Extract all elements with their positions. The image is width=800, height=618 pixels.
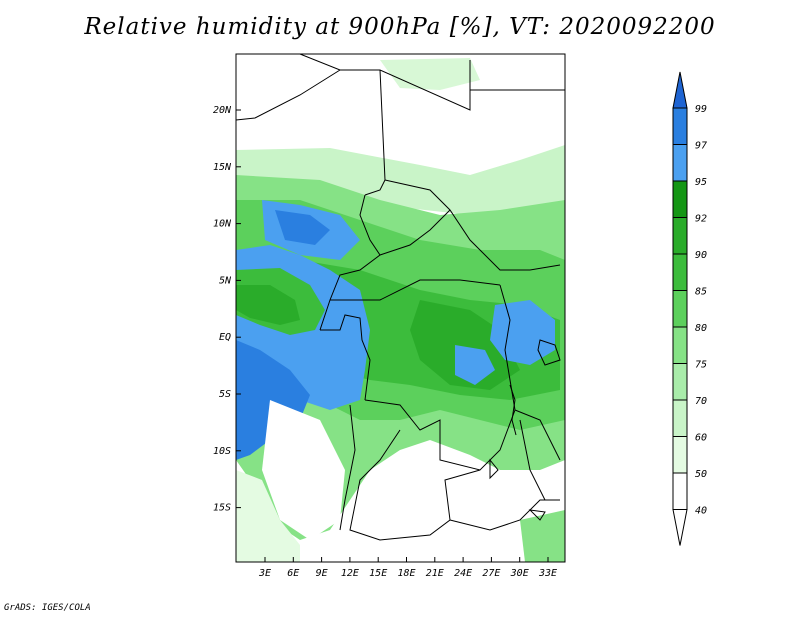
lat-label: 15N — [213, 162, 232, 173]
lon-label: 30E — [510, 568, 529, 579]
latitude-axis: 20N 15N 10N 5N EQ 5S 10S 15S — [213, 105, 241, 514]
colorbar-label: 70 — [695, 396, 707, 407]
colorbar-label: 60 — [695, 433, 707, 444]
lon-label: 18E — [397, 568, 415, 579]
humidity-field — [236, 54, 565, 562]
colorbar-segment — [672, 326, 688, 364]
colorbar: 99 97 95 92 90 85 80 75 70 60 50 40 — [672, 71, 707, 546]
colorbar-label: 90 — [695, 250, 707, 261]
colorbar-label: 99 — [695, 104, 707, 115]
colorbar-label: 95 — [695, 177, 707, 188]
lon-label: 3E — [258, 568, 271, 579]
lon-label: 27E — [482, 568, 500, 579]
colorbar-segment — [672, 180, 688, 218]
lon-label: 21E — [426, 568, 444, 579]
colorbar-segment — [672, 144, 688, 182]
lat-label: 20N — [213, 105, 232, 116]
lat-label: 5S — [219, 389, 231, 400]
lat-label: 10N — [213, 219, 232, 230]
lon-label: 9E — [316, 568, 328, 579]
lon-label: 24E — [454, 568, 472, 579]
colorbar-label: 85 — [695, 287, 707, 298]
lakes — [489, 384, 546, 521]
country-borders — [236, 54, 565, 541]
lon-label: 33E — [538, 568, 557, 579]
colorbar-segment — [672, 290, 688, 328]
colorbar-segment — [672, 363, 688, 401]
colorbar-segment — [672, 436, 688, 474]
colorbar-segment — [672, 399, 688, 437]
lon-label: 15E — [369, 568, 387, 579]
colorbar-label: 97 — [695, 141, 707, 152]
lon-label: 12E — [341, 568, 359, 579]
longitude-axis: 3E 6E 9E 12E 15E 18E 21E 24E 27E 30E 33E — [258, 557, 557, 579]
colorbar-segment — [672, 253, 688, 291]
colorbar-segment — [672, 107, 688, 145]
colorbar-label: 40 — [695, 506, 707, 517]
lat-label: EQ — [219, 332, 231, 343]
colorbar-segment — [672, 472, 688, 510]
lat-label: 15S — [213, 503, 231, 514]
colorbar-top-arrow — [672, 71, 688, 109]
colorbar-segment — [672, 217, 688, 255]
lat-label: 5N — [219, 275, 232, 286]
colorbar-label: 75 — [695, 360, 707, 371]
lon-label: 6E — [287, 568, 299, 579]
grads-credit: GrADS: IGES/COLA — [4, 603, 91, 613]
map-frame — [235, 53, 566, 563]
lat-label: 10S — [213, 446, 231, 457]
colorbar-label: 80 — [695, 323, 707, 334]
map-title: Relative humidity at 900hPa [%], VT: 202… — [84, 14, 716, 40]
colorbar-bottom-arrow — [672, 509, 688, 546]
colorbar-label: 92 — [695, 214, 707, 225]
colorbar-label: 50 — [695, 469, 707, 480]
